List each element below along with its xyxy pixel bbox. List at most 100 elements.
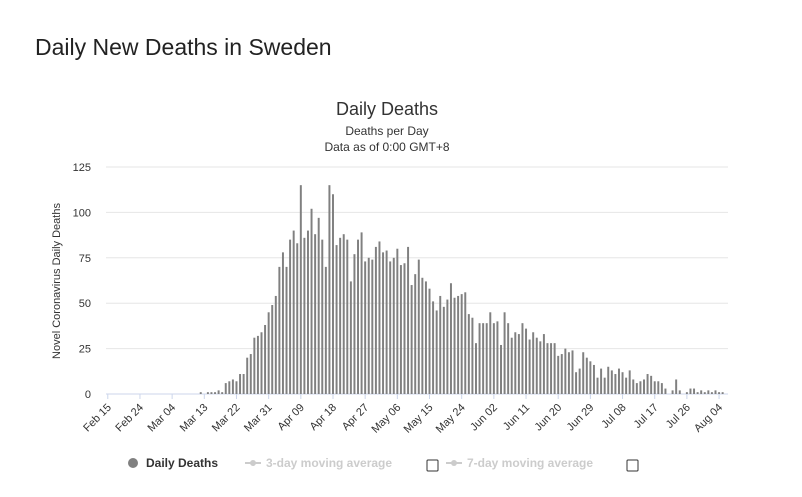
bar[interactable]: [496, 321, 499, 394]
bar[interactable]: [199, 392, 202, 394]
bar[interactable]: [335, 245, 338, 394]
bar[interactable]: [500, 344, 502, 394]
bar[interactable]: [410, 285, 413, 394]
bar[interactable]: [693, 388, 696, 394]
bar[interactable]: [321, 239, 324, 394]
bar[interactable]: [643, 379, 645, 394]
bar[interactable]: [628, 370, 631, 394]
bar[interactable]: [285, 266, 288, 394]
bar[interactable]: [575, 372, 578, 394]
bar[interactable]: [357, 239, 359, 394]
bar[interactable]: [521, 323, 524, 394]
bar[interactable]: [689, 388, 692, 394]
bar[interactable]: [349, 281, 352, 394]
bar[interactable]: [639, 381, 642, 394]
bar[interactable]: [296, 243, 299, 394]
bar[interactable]: [360, 232, 363, 394]
bar[interactable]: [532, 332, 535, 394]
bar[interactable]: [310, 208, 313, 394]
bar[interactable]: [482, 323, 485, 394]
bar[interactable]: [221, 392, 224, 394]
bar[interactable]: [385, 250, 388, 394]
bar[interactable]: [589, 361, 592, 394]
bar[interactable]: [407, 246, 410, 394]
bar[interactable]: [439, 295, 442, 394]
bar[interactable]: [271, 305, 274, 394]
bar[interactable]: [214, 392, 217, 394]
bar[interactable]: [267, 312, 270, 394]
bar[interactable]: [607, 366, 610, 394]
bar[interactable]: [389, 261, 392, 394]
bar[interactable]: [264, 324, 267, 394]
bar[interactable]: [610, 370, 613, 394]
bar[interactable]: [721, 392, 724, 394]
bar[interactable]: [217, 390, 220, 394]
bar[interactable]: [567, 352, 570, 394]
bar[interactable]: [253, 337, 256, 394]
bar[interactable]: [542, 334, 545, 394]
bar[interactable]: [256, 335, 259, 394]
bar[interactable]: [246, 357, 249, 394]
bar[interactable]: [239, 374, 242, 394]
bar[interactable]: [274, 295, 277, 394]
bar[interactable]: [718, 392, 721, 394]
bar[interactable]: [424, 281, 427, 394]
bar[interactable]: [242, 374, 245, 394]
bar[interactable]: [342, 234, 345, 394]
bar[interactable]: [603, 377, 606, 394]
bar[interactable]: [614, 374, 617, 394]
bar[interactable]: [353, 254, 356, 394]
bar[interactable]: [557, 355, 560, 394]
bar[interactable]: [571, 350, 574, 394]
bar[interactable]: [435, 310, 438, 394]
bar[interactable]: [510, 337, 513, 394]
bar[interactable]: [324, 266, 327, 394]
bar[interactable]: [306, 230, 309, 394]
bar[interactable]: [485, 323, 488, 394]
bar[interactable]: [553, 343, 556, 394]
bar[interactable]: [535, 337, 538, 394]
bar[interactable]: [367, 257, 370, 394]
bar[interactable]: [625, 377, 628, 394]
bar[interactable]: [453, 297, 456, 394]
bar[interactable]: [392, 257, 395, 394]
bar[interactable]: [332, 194, 334, 394]
bar[interactable]: [278, 266, 281, 394]
bar[interactable]: [560, 354, 563, 394]
bar[interactable]: [710, 392, 713, 394]
bar[interactable]: [475, 343, 477, 394]
bar[interactable]: [289, 239, 292, 394]
bar[interactable]: [664, 388, 667, 394]
bar[interactable]: [514, 332, 517, 394]
bar[interactable]: [206, 392, 209, 394]
bar[interactable]: [231, 379, 234, 394]
bar[interactable]: [585, 357, 588, 394]
bar[interactable]: [696, 392, 699, 394]
bar[interactable]: [621, 372, 624, 394]
bar[interactable]: [525, 328, 528, 394]
checkbox-3-day-average[interactable]: [426, 459, 439, 472]
bar[interactable]: [635, 383, 638, 394]
bar[interactable]: [539, 341, 542, 394]
bar[interactable]: [417, 259, 420, 394]
bar[interactable]: [678, 390, 681, 394]
bar[interactable]: [378, 241, 381, 394]
bar[interactable]: [303, 237, 306, 394]
bar[interactable]: [675, 379, 678, 394]
bar[interactable]: [374, 246, 377, 394]
bar[interactable]: [346, 239, 349, 394]
bar[interactable]: [403, 263, 406, 394]
bar[interactable]: [414, 274, 417, 394]
bar[interactable]: [503, 312, 506, 394]
bar[interactable]: [260, 332, 263, 394]
bar[interactable]: [600, 368, 603, 394]
bar[interactable]: [653, 381, 656, 394]
bar[interactable]: [582, 352, 585, 394]
bar[interactable]: [396, 248, 399, 394]
bar[interactable]: [546, 343, 549, 394]
bar[interactable]: [703, 392, 706, 394]
checkbox-7-day-average[interactable]: [626, 459, 639, 472]
bar[interactable]: [517, 334, 520, 394]
bar[interactable]: [550, 343, 553, 394]
bar[interactable]: [460, 294, 463, 394]
